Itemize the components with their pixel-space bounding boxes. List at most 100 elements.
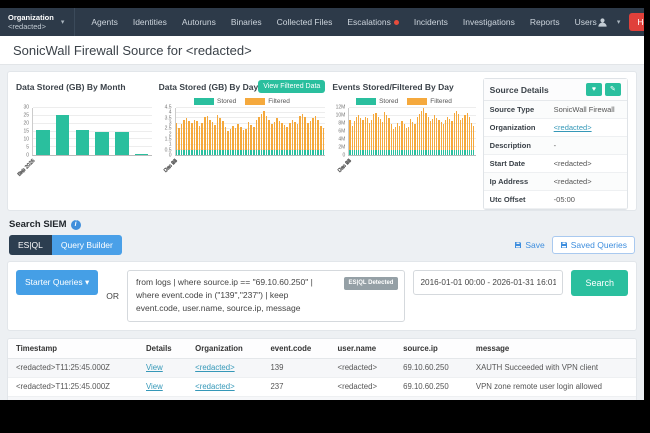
nav-item-reports[interactable]: Reports	[529, 17, 560, 27]
stacked-bar	[221, 108, 224, 155]
org-label: Organization	[8, 12, 54, 22]
stacked-bar	[384, 108, 386, 155]
search-siem-title: Search SIEM	[9, 219, 67, 230]
stacked-bar	[440, 108, 442, 155]
stacked-bar	[307, 108, 309, 155]
legend-label: Filtered	[430, 98, 452, 105]
stacked-bar	[449, 108, 451, 155]
y-tick-label: 3	[168, 120, 172, 127]
save-icon	[515, 242, 522, 248]
y-axis: 0 5 10 15 20 25 30	[16, 105, 32, 159]
view-details-link[interactable]: View	[146, 363, 163, 373]
table-row: <redacted>T11:25:44.000ZView<redacted>13…	[8, 396, 636, 400]
timestamp-cell: <redacted>T11:25:45.000Z	[16, 363, 110, 373]
stacked-bar	[429, 108, 431, 155]
org-selector[interactable]: Organization <redacted> ▾	[0, 8, 76, 36]
detail-value: -05:00	[553, 195, 575, 204]
y-tick-label: 0.5	[164, 147, 172, 154]
view-details-link[interactable]: View	[146, 382, 163, 392]
stacked-bar	[401, 108, 403, 155]
favorite-button[interactable]: ♥	[585, 83, 602, 96]
stacked-bar	[317, 108, 319, 155]
user-name-cell: <redacted>	[337, 382, 377, 392]
saved-queries-button[interactable]: Saved Queries	[551, 236, 635, 254]
stacked-bar	[388, 108, 390, 155]
info-icon[interactable]: i	[70, 219, 81, 230]
organization-link[interactable]: <redacted>	[553, 123, 592, 132]
nav-item-users[interactable]: Users	[574, 17, 597, 27]
detail-label: Description	[489, 141, 531, 150]
tab-query-builder[interactable]: Query Builder	[51, 235, 122, 255]
stacked-bar	[281, 108, 283, 155]
stacked-bar	[283, 108, 286, 155]
nav-item-agents[interactable]: Agents	[91, 17, 118, 27]
y-tick-label: 0	[168, 152, 172, 159]
stacked-bar	[379, 108, 381, 155]
stacked-bar	[196, 108, 198, 155]
stacked-bar	[178, 108, 180, 155]
nav-item-escalations[interactable]: Escalations	[347, 17, 399, 27]
stacked-bar	[466, 108, 468, 155]
stacked-bar	[245, 108, 247, 155]
stacked-bar	[191, 108, 193, 155]
stacked-bar	[301, 108, 304, 155]
org-selector-text: Organization <redacted>	[8, 13, 54, 32]
organization-link[interactable]: <redacted>	[195, 363, 235, 373]
source-details-row: Source Type SonicWall Firewall	[483, 101, 627, 119]
stacked-bar	[265, 108, 268, 155]
y-tick-label: 0	[342, 152, 346, 159]
stacked-bar	[421, 108, 423, 155]
stacked-bar	[270, 108, 273, 155]
query-input[interactable]: from logs | where source.ip == "69.10.60…	[127, 270, 406, 322]
stacked-bar	[203, 108, 206, 155]
stacked-bar	[214, 108, 216, 155]
y-tick-label: 10	[23, 136, 29, 143]
edit-button[interactable]: ✎	[604, 83, 621, 96]
y-tick-label: 2	[168, 131, 172, 138]
stacked-bar	[436, 108, 438, 155]
search-button[interactable]: Search	[571, 270, 628, 296]
y-tick-label: 4M	[338, 136, 346, 143]
save-button[interactable]: Save	[514, 240, 545, 250]
nav-item-incidents[interactable]: Incidents	[413, 17, 448, 27]
stacked-bar	[286, 108, 289, 155]
chevron-down-icon[interactable]: ▾	[616, 19, 621, 26]
heart-icon: ♥	[591, 85, 597, 93]
stacked-bar	[247, 108, 250, 155]
nav-menu: Agents Identities Autoruns Binaries Collecte…	[91, 8, 596, 36]
y-tick-label: 2.5	[164, 125, 172, 132]
stacked-bar	[362, 108, 364, 155]
nav-item-identities[interactable]: Identities	[132, 17, 167, 27]
stacked-bar	[355, 108, 358, 155]
date-range-input[interactable]	[413, 270, 564, 295]
stacked-bar	[209, 108, 211, 155]
column-header-details: Details	[138, 338, 188, 359]
detail-label: Ip Address	[489, 177, 529, 186]
stacked-bar	[193, 108, 196, 155]
y-tick-label: 1.5	[164, 136, 172, 143]
nav-item-autoruns[interactable]: Autoruns	[181, 17, 216, 27]
nav-item-investigations[interactable]: Investigations	[462, 17, 515, 27]
stacked-bar	[394, 108, 397, 155]
organization-link[interactable]: <redacted>	[195, 382, 235, 392]
chart-legend: Stored Filtered	[159, 95, 326, 108]
y-tick-label: 20	[23, 120, 29, 127]
esql-detected-badge: ES|QL Detected	[343, 277, 399, 291]
stacked-bar	[322, 108, 325, 155]
help-button[interactable]: Help	[629, 13, 644, 31]
stacked-bar	[198, 108, 201, 155]
y-tick-label: 0	[26, 152, 29, 159]
user-icon[interactable]	[597, 17, 608, 28]
tab-esql[interactable]: ES|QL	[9, 235, 52, 255]
source-details-card: Source Details ♥ ✎ Source Type SonicWall …	[482, 78, 628, 210]
nav-item-binaries[interactable]: Binaries	[230, 17, 262, 27]
view-filtered-data-button[interactable]: View Filtered Data	[258, 80, 326, 93]
starter-queries-button[interactable]: Starter Queries ▾	[16, 270, 99, 295]
source-details-row: Description -	[483, 137, 627, 155]
detail-value: SonicWall Firewall	[553, 105, 615, 114]
stacked-bar	[309, 108, 312, 155]
timestamp-cell: <redacted>T11:25:45.000Z	[16, 382, 110, 392]
stacked-bar	[201, 108, 203, 155]
y-axis: 0 0.5 1 1.5 2 2.5 3 3.5 4 4.5	[159, 105, 175, 159]
nav-item-collected-files[interactable]: Collected Files	[276, 17, 333, 27]
